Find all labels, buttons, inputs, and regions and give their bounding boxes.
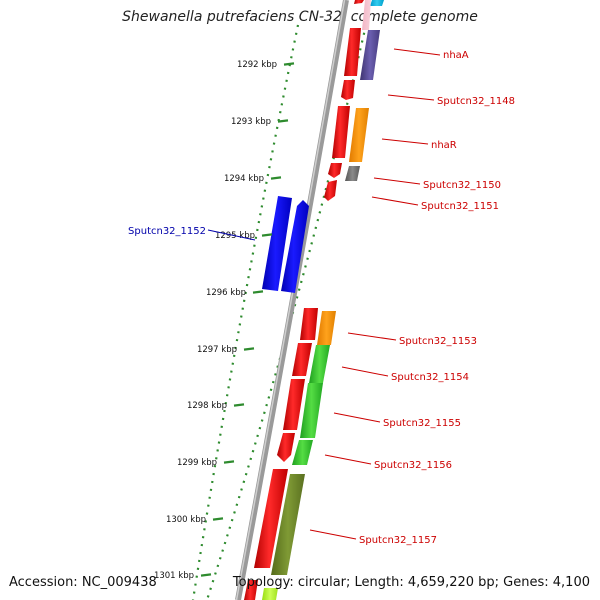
gene-label[interactable]: Sputcn32_1156 bbox=[374, 460, 452, 471]
feature-orange-upper bbox=[349, 108, 369, 162]
tick-label: 1292 kbp bbox=[237, 60, 277, 70]
feature-olive bbox=[271, 474, 305, 575]
feature-sputcn32-1148 bbox=[341, 80, 355, 100]
tick-label: 1301 kbp bbox=[154, 571, 194, 581]
genome-backbone bbox=[235, 0, 349, 600]
feature-green-1154 bbox=[309, 345, 330, 383]
gene-label[interactable]: Sputcn32_1148 bbox=[437, 96, 515, 107]
gene-leader-line bbox=[373, 177, 421, 185]
gene-label[interactable]: Sputcn32_1157 bbox=[359, 535, 437, 546]
tick-mark bbox=[200, 573, 212, 577]
gene-label[interactable]: nhaR bbox=[431, 140, 457, 151]
gene-leader-line bbox=[347, 332, 397, 341]
gene-leader-line bbox=[333, 412, 381, 423]
gene-label[interactable]: Sputcn32_1153 bbox=[399, 336, 477, 347]
feature-purple bbox=[360, 30, 380, 80]
feature-sputcn32-1153 bbox=[300, 308, 318, 340]
tick-label: 1300 kbp bbox=[166, 515, 206, 525]
gene-leader-line bbox=[324, 454, 372, 465]
tick-mark bbox=[261, 233, 273, 237]
feature-bottom-red bbox=[244, 580, 258, 600]
tick-label: 1294 kbp bbox=[224, 174, 264, 184]
gene-leader-line bbox=[341, 366, 389, 377]
gene-leader-line bbox=[387, 94, 435, 101]
blue-features bbox=[262, 196, 309, 293]
feature-sputcn32-1152-a bbox=[262, 196, 292, 291]
tick-mark bbox=[252, 290, 264, 294]
feature-nhaA bbox=[344, 28, 361, 76]
tick-label: 1298 kbp bbox=[187, 401, 227, 411]
gene-label[interactable]: Sputcn32_1152 bbox=[128, 226, 206, 237]
gene-leader-line bbox=[207, 229, 256, 241]
feature-pink bbox=[362, 0, 371, 30]
tick-mark bbox=[277, 119, 289, 123]
accession-label: Accession: NC_009438 bbox=[9, 575, 157, 590]
gene-leader-line bbox=[309, 529, 357, 540]
feature-sputcn32-1156 bbox=[277, 433, 295, 462]
forward-strand-features bbox=[244, 0, 364, 600]
feature-green-1155 bbox=[300, 383, 323, 438]
tick-mark bbox=[283, 62, 295, 66]
genome-backbone-highlight bbox=[235, 0, 346, 600]
gene-label[interactable]: Sputcn32_1155 bbox=[383, 418, 461, 429]
gene-leader-line bbox=[381, 138, 429, 145]
tick-mark bbox=[223, 460, 235, 464]
gene-label[interactable]: Sputcn32_1151 bbox=[421, 201, 499, 212]
tick-label: 1296 kbp bbox=[206, 288, 246, 298]
gene-label[interactable]: Sputcn32_1154 bbox=[391, 372, 469, 383]
feature-gray bbox=[345, 166, 360, 181]
tick-mark bbox=[233, 403, 245, 407]
gene-labels: nhaA Sputcn32_1148 nhaR Sputcn32_1150 Sputcn… bbox=[128, 48, 515, 546]
feature-sputcn32-1152-b bbox=[281, 200, 309, 293]
feature-sputcn32-1157 bbox=[254, 469, 288, 568]
feature-top-red bbox=[354, 0, 364, 4]
tick-mark bbox=[212, 517, 224, 521]
topology-label: Topology: circular; Length: 4,659,220 bp… bbox=[232, 575, 590, 590]
feature-sputcn32-1151 bbox=[324, 180, 337, 201]
feature-nhaR bbox=[332, 106, 350, 158]
second-ring-features bbox=[262, 0, 384, 600]
tick-label: 1299 kbp bbox=[177, 458, 217, 468]
tick-label: 1297 kbp bbox=[197, 345, 237, 355]
inner-dotted-ring bbox=[191, 24, 300, 600]
gene-label[interactable]: nhaA bbox=[443, 50, 469, 61]
feature-cyan bbox=[370, 0, 384, 6]
feature-sputcn32-1155 bbox=[283, 379, 305, 430]
tick-mark bbox=[243, 347, 255, 351]
feature-lime bbox=[262, 588, 278, 600]
gene-leader-line bbox=[371, 196, 419, 206]
tick-label: 1293 kbp bbox=[231, 117, 271, 127]
feature-orange-lower bbox=[317, 311, 336, 345]
map-title: Shewanella putrefaciens CN-32, complete … bbox=[122, 9, 478, 25]
tick-mark bbox=[270, 176, 282, 180]
feature-sputcn32-1154 bbox=[292, 343, 312, 376]
gene-label[interactable]: Sputcn32_1150 bbox=[423, 180, 501, 191]
gene-leader-line bbox=[393, 48, 441, 56]
feature-sputcn32-1150 bbox=[328, 163, 342, 178]
feature-green-1156 bbox=[292, 440, 313, 465]
